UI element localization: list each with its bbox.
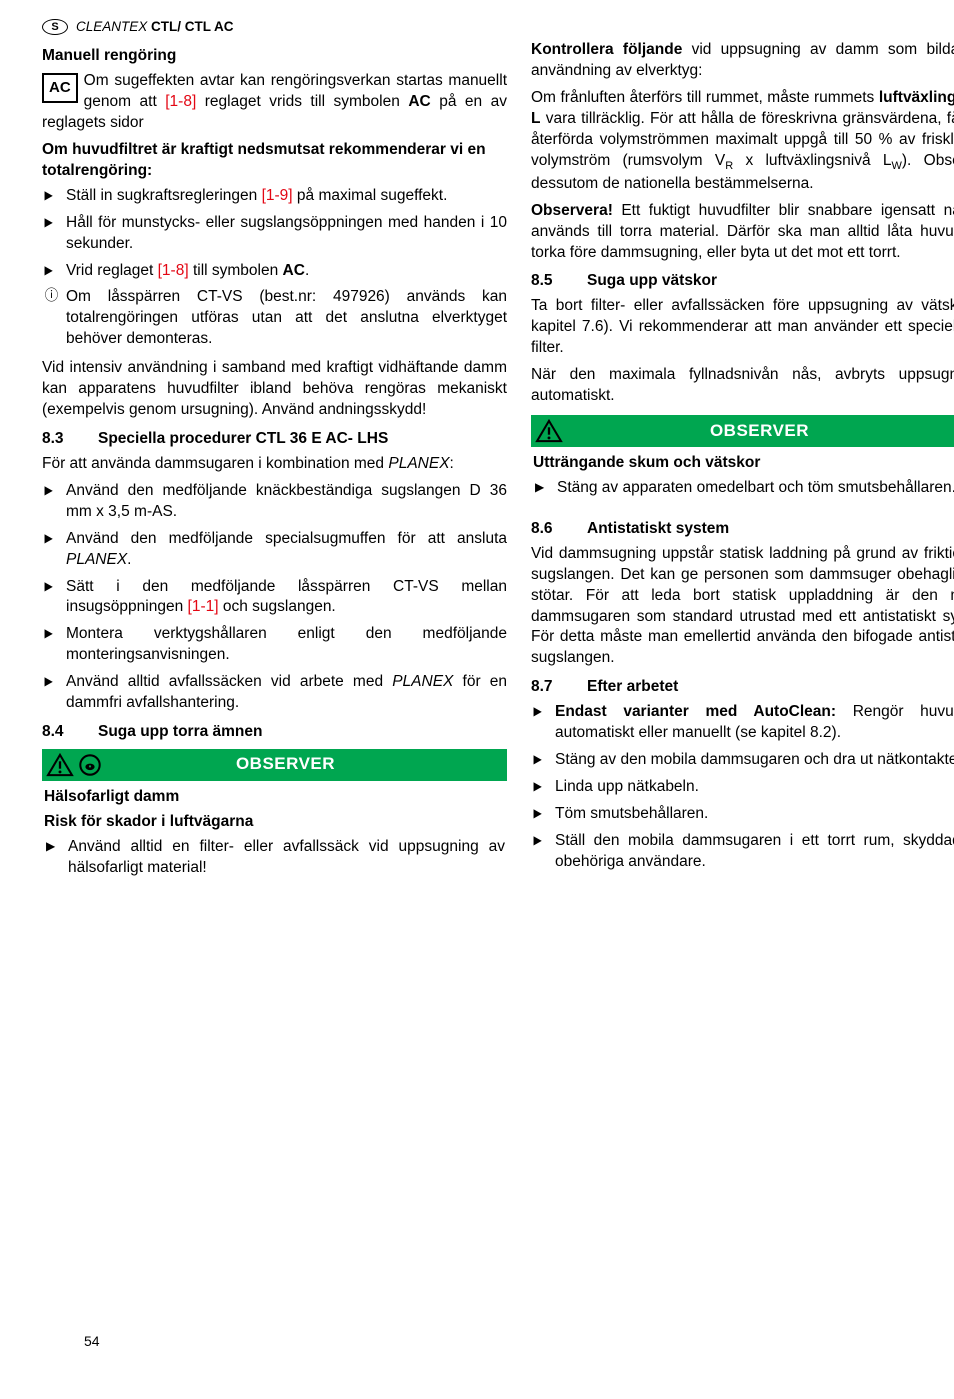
list-item: Töm smutsbehållaren. [531, 804, 954, 825]
observer-title: OBSERVER [563, 420, 954, 443]
list-item: Linda upp nätkabeln. [531, 777, 954, 798]
text: Vrid reglaget [66, 262, 158, 279]
warning-triangle-icon [46, 753, 74, 777]
subscript: W [892, 160, 902, 172]
list-item-info: Om låsspärren CT-VS (best.nr: 497926) an… [42, 287, 507, 350]
section-8-4: 8.4 Suga upp torra ämnen [42, 722, 507, 743]
list-item: Endast varianter med AutoClean: Ren­gör … [531, 702, 954, 744]
text: . [305, 262, 309, 279]
list-item: Använd alltid avfallssäcken vid arbete m… [42, 672, 507, 714]
header-brand: CLEANTEX CTL/ CTL AC [76, 18, 234, 36]
s-badge: S [42, 19, 68, 35]
list-item: Använd den medföljande specialsugmuf­fen… [42, 529, 507, 571]
text: reglaget vrids till symbolen [196, 93, 408, 110]
section-8-5: 8.5 Suga upp vätskor [531, 271, 954, 292]
section-number: 8.4 [42, 722, 80, 743]
list-87: Endast varianter med AutoClean: Ren­gör … [531, 702, 954, 872]
text-bold: Kontrollera följande [531, 41, 682, 58]
subscript: R [725, 160, 733, 172]
text: Ställ in sugkraftsregleringen [66, 187, 262, 204]
list-item: Stäng av den mobila dammsugaren och dra … [531, 750, 954, 771]
section-number: 8.3 [42, 429, 80, 450]
section-8-3: 8.3 Speciella procedurer CTL 36 E AC- LH… [42, 429, 507, 450]
text: För att använda dammsugaren i kombinatio… [42, 455, 388, 472]
list-item: Håll för munstycks- eller sugslangsöpp­n… [42, 213, 507, 255]
observer-title: OBSERVER [104, 753, 507, 776]
observer-icons [42, 753, 104, 777]
brand-bold: CTL/ CTL AC [151, 19, 234, 34]
text-bold: AC [283, 262, 305, 279]
figure-ref: [1-8] [165, 93, 196, 110]
list-item: Vrid reglaget [1-8] till symbolen AC. [42, 261, 507, 282]
ac-box: AC [42, 73, 78, 103]
list-item: Sätt i den medföljande låsspärren CT-VS … [42, 577, 507, 619]
caution-heading: Risk för skador i luftvägarna [44, 812, 505, 833]
para-85-1: Ta bort filter- eller avfallssäcken före… [531, 296, 954, 359]
section-title: Antistatiskt system [587, 519, 729, 540]
para-kontrollera: Kontrollera följande vid uppsugning av d… [531, 40, 954, 82]
section-title: Efter arbetet [587, 677, 678, 698]
caution-heading: Utträngande skum och vätskor [533, 453, 954, 474]
para-franluft: Om frånluften återförs till rummet, måst… [531, 88, 954, 195]
list-item: Ställ den mobila dammsugaren i ett torrt… [531, 831, 954, 873]
mask-circle-icon [76, 753, 104, 777]
page-header: S CLEANTEX CTL/ CTL AC [42, 18, 954, 36]
observer-icons [531, 419, 563, 443]
text-italic: PLANEX [388, 455, 449, 472]
section-number: 8.5 [531, 271, 569, 292]
section-number: 8.6 [531, 519, 569, 540]
para-vid: Vid intensiv användning i samband med kr… [42, 358, 507, 421]
text: och sug­slangen. [219, 598, 336, 615]
para-86: Vid dammsugning uppstår statisk laddning… [531, 544, 954, 670]
section-title: Suga upp vätskor [587, 271, 717, 292]
text: till symbolen [189, 262, 283, 279]
para-ac: AC Om sugeffekten avtar kan rengörings­v… [42, 71, 507, 134]
list-83: Använd den medföljande knäckbeständi­ga … [42, 481, 507, 714]
observer-bar: OBSERVER [42, 749, 507, 781]
text-italic: PLANEX [392, 673, 453, 690]
observer-bar: OBSERVER [531, 415, 954, 447]
list-item: Montera verktygshållaren enligt den med­… [42, 624, 507, 666]
text: Använd den medföljande specialsugmuf­fen… [66, 530, 507, 547]
list-item: Använd alltid en filter- eller avfallssä… [44, 837, 505, 879]
section-number: 8.7 [531, 677, 569, 698]
caution-list: Använd alltid en filter- eller avfallssä… [44, 837, 505, 879]
text-bold: Endast varianter med AutoClean: [555, 703, 836, 720]
page-number: 54 [84, 1332, 100, 1351]
figure-ref: [1-8] [158, 262, 189, 279]
section-8-7: 8.7 Efter arbetet [531, 677, 954, 698]
section-8-6: 8.6 Antistatiskt system [531, 519, 954, 540]
para-observera: Observera! Ett fuktigt huvudfilter blir … [531, 201, 954, 264]
figure-ref: [1-1] [188, 598, 219, 615]
text: Om frånluften återförs till rummet, måst… [531, 89, 879, 106]
text: . [127, 551, 131, 568]
section-title: Suga upp torra ämnen [98, 722, 263, 743]
caution-list: Stäng av apparaten omedelbart och töm sm… [533, 478, 954, 499]
caution-box-1: Hälsofarligt damm Risk för skador i luft… [42, 785, 507, 891]
heading-huvudfilter: Om huvudfiltret är kraftigt nedsmutsat r… [42, 140, 507, 182]
figure-ref: [1-9] [262, 187, 293, 204]
text-bold: AC [408, 93, 430, 110]
text: på maximal sugeffekt. [293, 187, 448, 204]
warning-triangle-icon [535, 419, 563, 443]
para-85-2: När den maximala fyllnadsnivån nås, avbr… [531, 365, 954, 407]
text-italic: PLANEX [66, 551, 127, 568]
list-huvud: Ställ in sugkraftsregleringen [1-9] på m… [42, 186, 507, 350]
para-83: För att använda dammsugaren i kombinatio… [42, 454, 507, 475]
list-item: Stäng av apparaten omedelbart och töm sm… [533, 478, 954, 499]
list-item: Använd den medföljande knäckbeständi­ga … [42, 481, 507, 523]
heading-manuell: Manuell rengöring [42, 46, 507, 67]
text: : [450, 455, 454, 472]
section-title: Speciella procedurer CTL 36 E AC- LHS [98, 429, 388, 450]
text: Använd alltid avfallssäcken vid arbete m… [66, 673, 392, 690]
text: x luftväxlingsnivå L [733, 152, 891, 169]
text-bold: Observera! [531, 202, 613, 219]
caution-box-2: Utträngande skum och vätskor Stäng av ap… [531, 451, 954, 511]
caution-heading: Hälsofarligt damm [44, 787, 505, 808]
list-item: Ställ in sugkraftsregleringen [1-9] på m… [42, 186, 507, 207]
brand-italic: CLEANTEX [76, 19, 147, 34]
